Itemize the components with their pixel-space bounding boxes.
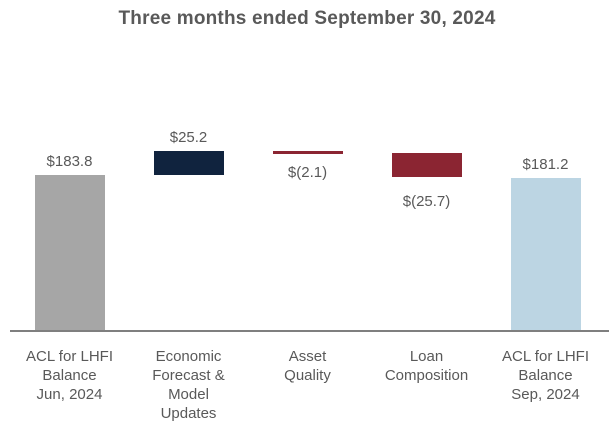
bar-category-label: ACL for LHFI Balance Sep, 2024 (502, 348, 589, 403)
waterfall-bar (153, 151, 224, 176)
waterfall-bar (510, 177, 581, 330)
bar-value-label: $25.2 (169, 129, 208, 147)
bar-value-label: $(25.7) (402, 192, 451, 210)
bar-value-label: $(2.1) (287, 164, 328, 182)
bar-value-label: $183.8 (46, 153, 93, 171)
bar-value-label: $181.2 (522, 155, 569, 173)
waterfall-bar (391, 153, 462, 178)
bar-category-label: Asset Quality (284, 348, 331, 384)
bar-category-label: Economic Forecast & Model Updates (152, 348, 225, 422)
waterfall-bar (272, 151, 343, 155)
x-axis-line (10, 330, 609, 332)
bar-category-label: Loan Composition (384, 348, 469, 384)
bar-category-label: ACL for LHFI Balance Jun, 2024 (26, 348, 113, 403)
chart-title: Three months ended September 30, 2024 (118, 8, 496, 29)
waterfall-bar (34, 175, 105, 330)
